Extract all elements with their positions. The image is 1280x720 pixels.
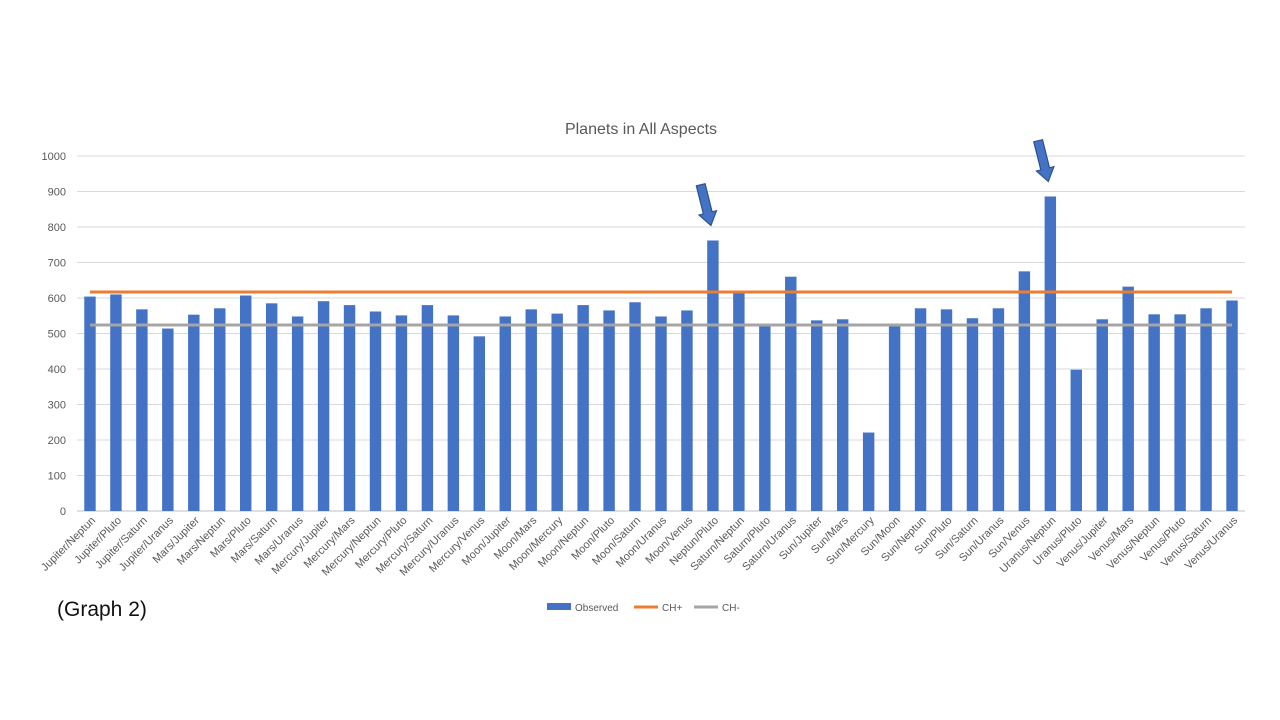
bar: [395, 315, 408, 511]
bar: [914, 308, 927, 511]
y-tick-label: 100: [48, 471, 66, 483]
legend-label: CH-: [722, 603, 740, 614]
y-tick-label: 200: [48, 435, 66, 447]
bar: [888, 326, 901, 511]
bar: [136, 309, 148, 511]
x-axis: Jupiter/NeptunJupiter/PlutoJupiter/Satur…: [39, 514, 1240, 578]
bar: [603, 310, 615, 511]
bar: [84, 296, 96, 511]
bar: [785, 276, 797, 511]
legend-label: CH+: [662, 603, 682, 614]
y-tick-label: 500: [48, 329, 66, 341]
bar: [836, 319, 849, 511]
bar: [629, 302, 641, 511]
arrow-annotation: [1033, 138, 1055, 183]
bar: [862, 432, 875, 511]
bar: [551, 313, 563, 511]
bar: [707, 240, 719, 512]
arrow-shape: [695, 182, 718, 227]
bar: [162, 328, 174, 511]
y-tick-label: 700: [48, 258, 66, 270]
y-tick-label: 300: [48, 400, 66, 412]
bar: [1018, 271, 1031, 511]
bar: [1070, 369, 1082, 511]
bar: [1226, 300, 1238, 511]
chart-title: Planets in All Aspects: [565, 121, 717, 138]
bar: [1122, 286, 1134, 511]
bar: [214, 308, 226, 511]
y-tick-label: 900: [48, 187, 66, 199]
bar: [240, 295, 252, 511]
bar: [421, 305, 434, 511]
bar: [1200, 308, 1212, 511]
bar: [681, 310, 693, 511]
arrow-annotation: [695, 182, 718, 227]
bar: [291, 316, 304, 511]
legend-label: Observed: [575, 603, 618, 614]
bar: [447, 315, 460, 511]
bar: [265, 303, 278, 511]
bar: [992, 308, 1005, 511]
bar: [188, 314, 200, 511]
bar: [525, 309, 537, 511]
y-tick-label: 800: [48, 222, 66, 234]
bar: [733, 293, 745, 511]
y-tick-label: 400: [48, 364, 66, 376]
bar: [110, 294, 122, 511]
bar: [811, 320, 823, 511]
reference-lines: [89, 290, 1233, 327]
bar: [1148, 314, 1160, 511]
bar-series: [84, 196, 1238, 512]
legend-swatch: [547, 603, 571, 610]
legend: Observed CH+ CH-: [547, 603, 740, 614]
legend-item: CH+: [634, 603, 682, 614]
y-tick-label: 600: [48, 293, 66, 305]
bar: [317, 301, 330, 511]
legend-item: CH-: [694, 603, 740, 614]
bar: [499, 316, 511, 511]
bar: [577, 305, 589, 511]
y-axis: 0 100 200 300 400 500 600 700 800 900 1000: [42, 151, 66, 518]
bar: [343, 305, 356, 511]
arrow-shape: [1033, 138, 1055, 183]
bar: [966, 318, 979, 511]
bar: [940, 309, 953, 511]
bar: [473, 336, 486, 511]
graph-caption: (Graph 2): [57, 598, 147, 621]
bar: [655, 316, 667, 511]
y-tick-label: 1000: [42, 151, 66, 163]
bar: [1096, 319, 1108, 511]
bar: [369, 311, 382, 511]
annotation-arrows: [695, 138, 1055, 227]
legend-item: Observed: [547, 603, 618, 614]
bar: [1044, 196, 1057, 511]
y-tick-label: 0: [60, 506, 66, 518]
bar: [1174, 314, 1186, 511]
bar: [759, 326, 771, 511]
